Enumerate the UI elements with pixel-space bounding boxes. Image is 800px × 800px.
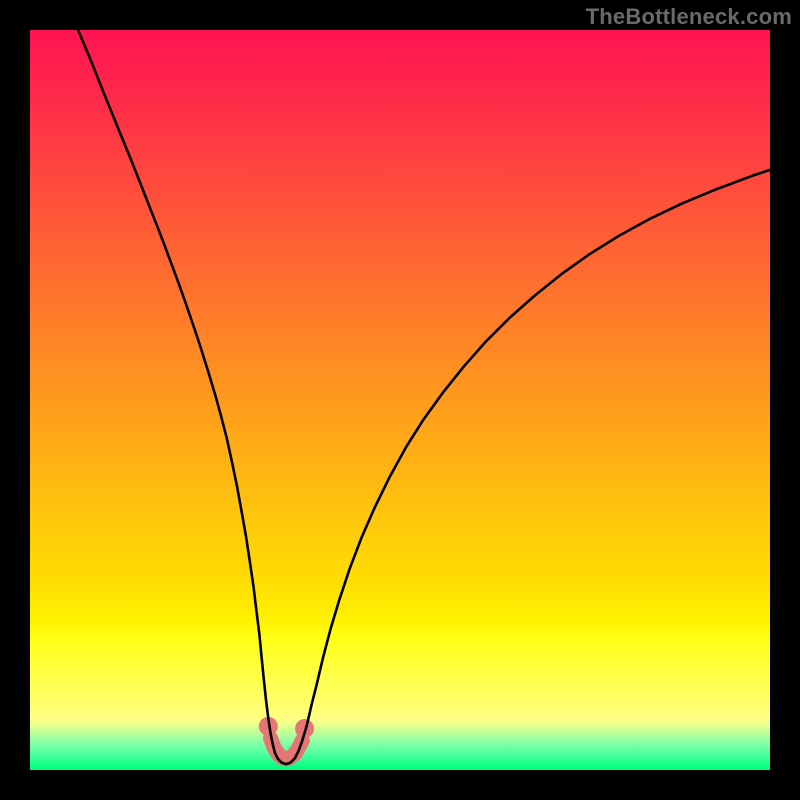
chart-root: TheBottleneck.com <box>0 0 800 800</box>
bottleneck-chart <box>0 0 800 800</box>
plot-area <box>30 30 770 770</box>
watermark-text: TheBottleneck.com <box>586 4 792 30</box>
